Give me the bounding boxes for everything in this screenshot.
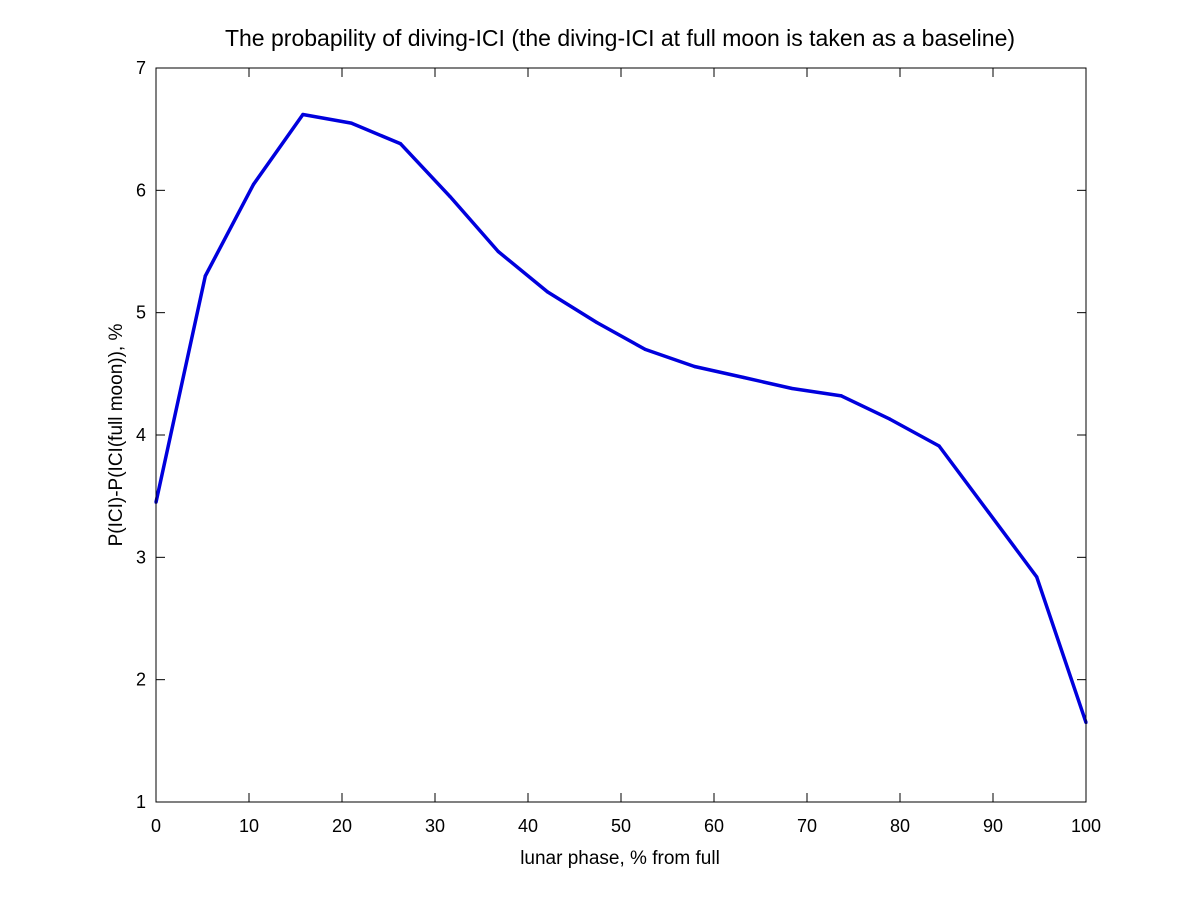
data-point xyxy=(742,375,746,380)
y-tick-label: 1 xyxy=(136,792,146,812)
x-axis-label: lunar phase, % from full xyxy=(520,848,720,869)
x-tick-label: 60 xyxy=(704,816,724,836)
data-point xyxy=(595,320,599,325)
data-point xyxy=(398,142,403,146)
data-point xyxy=(986,510,990,514)
x-tick-label: 0 xyxy=(151,816,161,836)
x-tick-label: 80 xyxy=(890,816,910,836)
data-point xyxy=(545,290,550,294)
x-tick-label: 90 xyxy=(983,816,1003,836)
data-point xyxy=(301,112,305,117)
data-point xyxy=(937,444,941,448)
x-tick-label: 40 xyxy=(518,816,538,836)
chart-title: The probapility of diving-ICI (the divin… xyxy=(225,25,1015,51)
y-tick-label: 7 xyxy=(136,58,146,78)
x-tick-label: 10 xyxy=(239,816,259,836)
data-point xyxy=(839,394,844,398)
data-point xyxy=(692,364,697,369)
x-tick-label: 70 xyxy=(797,816,817,836)
data-point xyxy=(643,347,647,351)
y-tick-label: 2 xyxy=(136,670,146,690)
data-point xyxy=(252,182,256,186)
series-line xyxy=(154,112,1088,724)
x-tick-label: 30 xyxy=(425,816,445,836)
x-tick-label: 100 xyxy=(1071,816,1101,836)
y-tick-label: 5 xyxy=(136,303,146,323)
axes-box xyxy=(155,67,1087,803)
x-tick-label: 50 xyxy=(611,816,631,836)
y-tick-label: 4 xyxy=(136,425,146,445)
x-tick-label: 20 xyxy=(332,816,352,836)
data-point xyxy=(203,274,207,278)
y-axis-label: P(ICI)-P(ICI(full moon)), % xyxy=(106,324,127,547)
data-point xyxy=(1035,575,1039,579)
data-point xyxy=(790,386,794,391)
data-point xyxy=(349,121,353,125)
data-point xyxy=(496,249,500,254)
data-point xyxy=(448,194,452,199)
data-point xyxy=(888,417,892,421)
y-tick-label: 3 xyxy=(136,547,146,567)
y-tick-label: 6 xyxy=(136,180,146,200)
plot-area: 0 10 20 30 40 50 60 70 80 90 100 1 2 3 4 5 6 7 xyxy=(136,58,1101,836)
